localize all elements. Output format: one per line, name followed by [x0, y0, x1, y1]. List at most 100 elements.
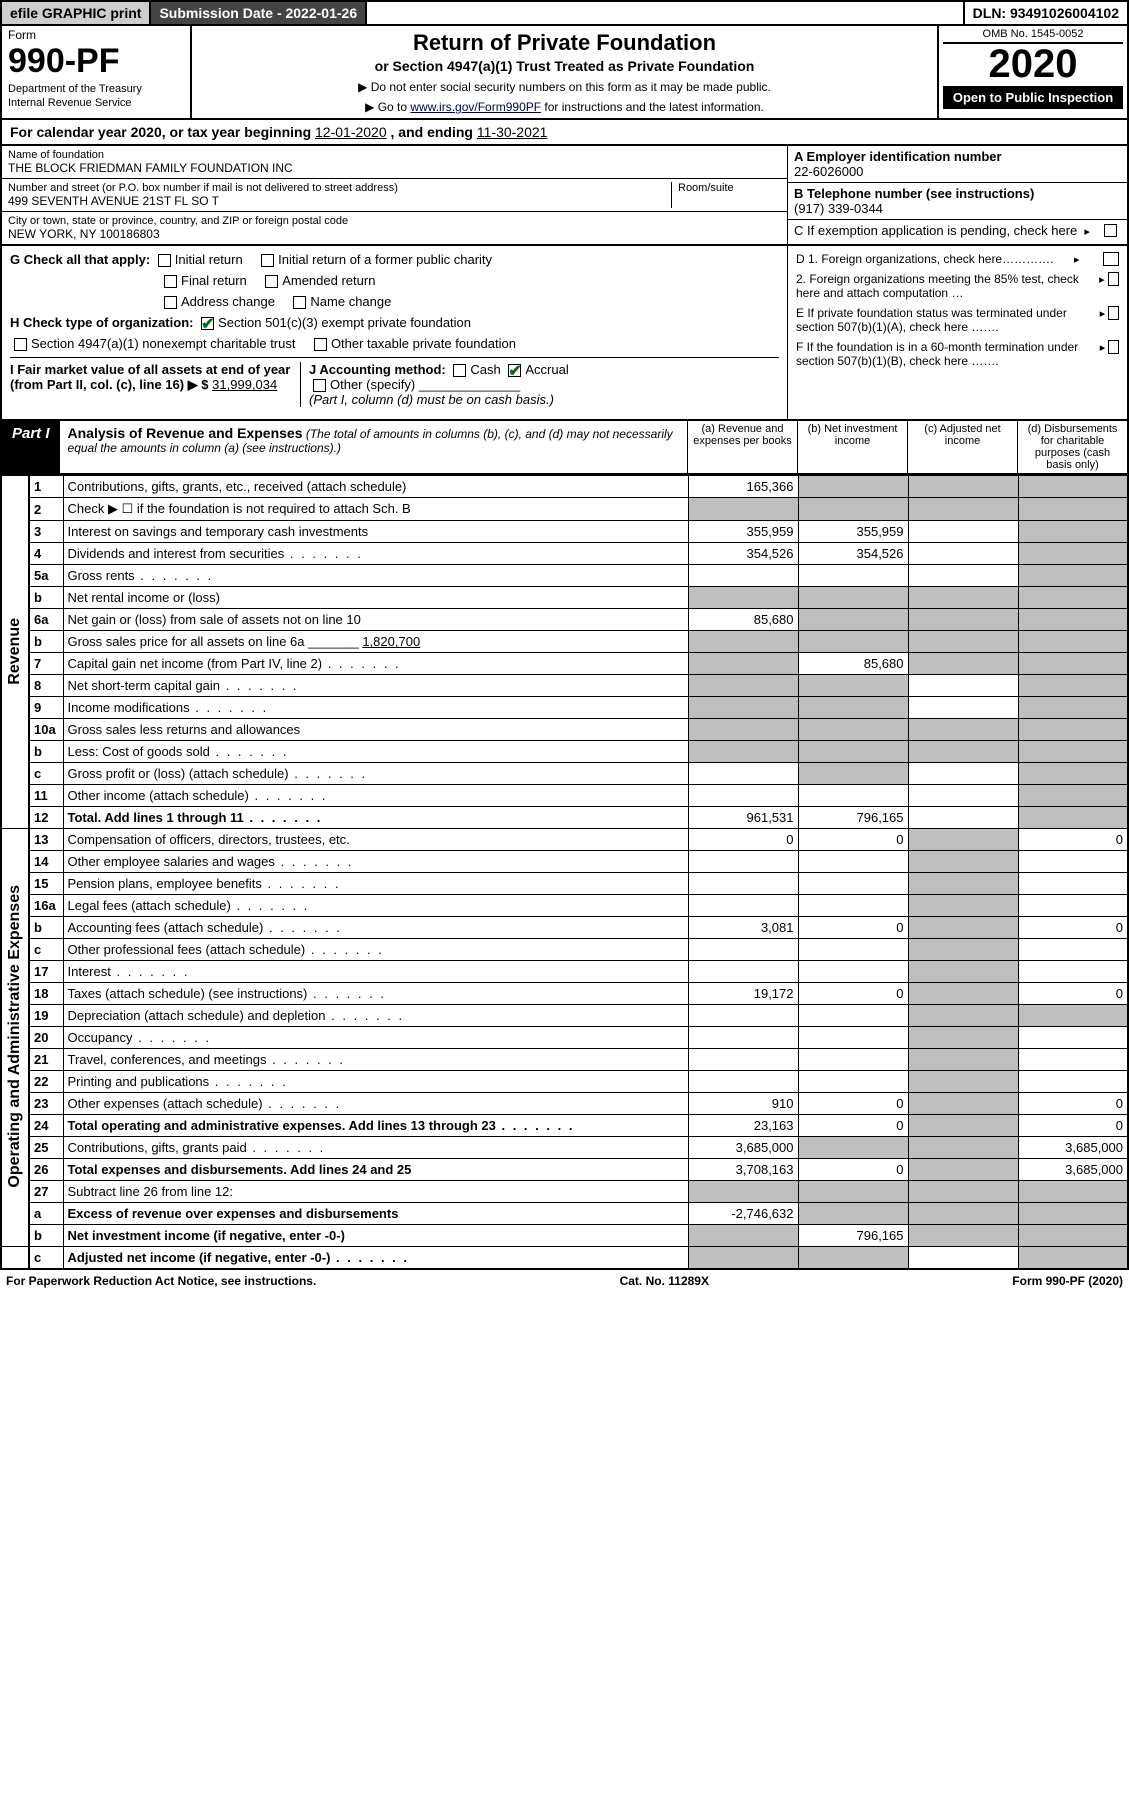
col-d-val — [1018, 476, 1128, 498]
part1-desc: Analysis of Revenue and Expenses (The to… — [60, 421, 687, 473]
h-4947-chk[interactable] — [14, 338, 27, 351]
cell — [798, 939, 908, 961]
cell: 3,685,000 — [688, 1137, 798, 1159]
header-left: Form 990-PF Department of the Treasury I… — [2, 26, 192, 118]
ln: 25 — [29, 1137, 63, 1159]
part1-header: Part I Analysis of Revenue and Expenses … — [0, 421, 1129, 475]
col-a-val: 165,366 — [688, 476, 798, 498]
ln: 27 — [29, 1181, 63, 1203]
j-accrual-chk[interactable] — [508, 364, 521, 377]
cell: 85,680 — [688, 609, 798, 631]
spacer — [1, 1247, 29, 1270]
ln: 2 — [29, 498, 63, 521]
cell — [1018, 1225, 1128, 1247]
ln: 13 — [29, 829, 63, 851]
g-final-chk[interactable] — [164, 275, 177, 288]
cell — [798, 697, 908, 719]
h-4947: Section 4947(a)(1) nonexempt charitable … — [31, 336, 295, 351]
g-initial-chk[interactable] — [158, 254, 171, 267]
j-accrual: Accrual — [525, 362, 568, 377]
cell — [798, 498, 908, 521]
g-addr-chk[interactable] — [164, 296, 177, 309]
efile-print-button[interactable]: efile GRAPHIC print — [2, 2, 151, 24]
cell — [908, 1093, 1018, 1115]
cell: 19,172 — [688, 983, 798, 1005]
irs-label: Internal Revenue Service — [8, 97, 184, 109]
cell — [688, 1027, 798, 1049]
pending-checkbox[interactable] — [1104, 224, 1117, 237]
g-name-chk[interactable] — [293, 296, 306, 309]
cell — [1018, 498, 1128, 521]
irs-link[interactable]: www.irs.gov/Form990PF — [410, 100, 541, 114]
table-row: 18Taxes (attach schedule) (see instructi… — [1, 983, 1128, 1005]
table-row: 14Other employee salaries and wages — [1, 851, 1128, 873]
ln: 19 — [29, 1005, 63, 1027]
h-other-chk[interactable] — [314, 338, 327, 351]
band-begin: 12-01-2020 — [315, 124, 387, 140]
cell — [798, 741, 908, 763]
g-label: G Check all that apply: — [10, 252, 150, 267]
ln: b — [29, 1225, 63, 1247]
cell — [1018, 521, 1128, 543]
note2-post: for instructions and the latest informat… — [544, 100, 763, 114]
def-right: D 1. Foreign organizations, check here……… — [787, 246, 1127, 419]
j-other-chk[interactable] — [313, 379, 326, 392]
table-row: 15Pension plans, employee benefits — [1, 873, 1128, 895]
h-501-chk[interactable] — [201, 317, 214, 330]
cell — [688, 1049, 798, 1071]
desc: Check ▶ ☐ if the foundation is not requi… — [63, 498, 688, 521]
e-checkbox[interactable] — [1108, 306, 1119, 320]
cell — [908, 939, 1018, 961]
table-row: 16aLegal fees (attach schedule) — [1, 895, 1128, 917]
table-row: 10aGross sales less returns and allowanc… — [1, 719, 1128, 741]
arrow-icon — [1099, 272, 1108, 300]
cell — [908, 961, 1018, 983]
desc: Depreciation (attach schedule) and deple… — [63, 1005, 688, 1027]
j-label: J Accounting method: — [309, 362, 446, 377]
f-checkbox[interactable] — [1108, 340, 1119, 354]
dln-label: DLN: 93491026004102 — [963, 2, 1127, 24]
d1-checkbox[interactable] — [1103, 252, 1119, 266]
cell — [1018, 653, 1128, 675]
cell — [688, 631, 798, 653]
cell — [1018, 697, 1128, 719]
table-row: 19Depreciation (attach schedule) and dep… — [1, 1005, 1128, 1027]
d2-checkbox[interactable] — [1108, 272, 1119, 286]
cell — [1018, 939, 1128, 961]
ln: 5a — [29, 565, 63, 587]
cell — [688, 1247, 798, 1270]
j-cash-chk[interactable] — [453, 364, 466, 377]
desc: Taxes (attach schedule) (see instruction… — [63, 983, 688, 1005]
cell: 3,685,000 — [1018, 1137, 1128, 1159]
cell — [1018, 1027, 1128, 1049]
cell — [688, 785, 798, 807]
ln: 21 — [29, 1049, 63, 1071]
table-row: 27Subtract line 26 from line 12: — [1, 1181, 1128, 1203]
cell — [798, 961, 908, 983]
title-sub: or Section 4947(a)(1) Trust Treated as P… — [200, 58, 929, 74]
page-footer: For Paperwork Reduction Act Notice, see … — [0, 1270, 1129, 1292]
col-a: (a) Revenue and expenses per books — [687, 421, 797, 473]
cell — [1018, 543, 1128, 565]
cell — [688, 697, 798, 719]
dept-treasury: Department of the Treasury — [8, 83, 184, 95]
cell — [1018, 1071, 1128, 1093]
ln: 9 — [29, 697, 63, 719]
col-c: (c) Adjusted net income — [907, 421, 1017, 473]
table-row: cGross profit or (loss) (attach schedule… — [1, 763, 1128, 785]
table-row: 20Occupancy — [1, 1027, 1128, 1049]
f-label: F If the foundation is in a 60-month ter… — [796, 340, 1100, 368]
ln: 11 — [29, 785, 63, 807]
g-amended-chk[interactable] — [265, 275, 278, 288]
cell — [688, 1181, 798, 1203]
band-end: 11-30-2021 — [477, 124, 548, 140]
cell: 0 — [798, 1093, 908, 1115]
desc: Compensation of officers, directors, tru… — [63, 829, 688, 851]
part1-label: Part I — [2, 421, 60, 473]
cell — [798, 1027, 908, 1049]
cell: 0 — [1018, 983, 1128, 1005]
cell: 3,081 — [688, 917, 798, 939]
cell — [1018, 851, 1128, 873]
g-initialpub-chk[interactable] — [261, 254, 274, 267]
part1-table: Revenue 1 Contributions, gifts, grants, … — [0, 475, 1129, 1270]
